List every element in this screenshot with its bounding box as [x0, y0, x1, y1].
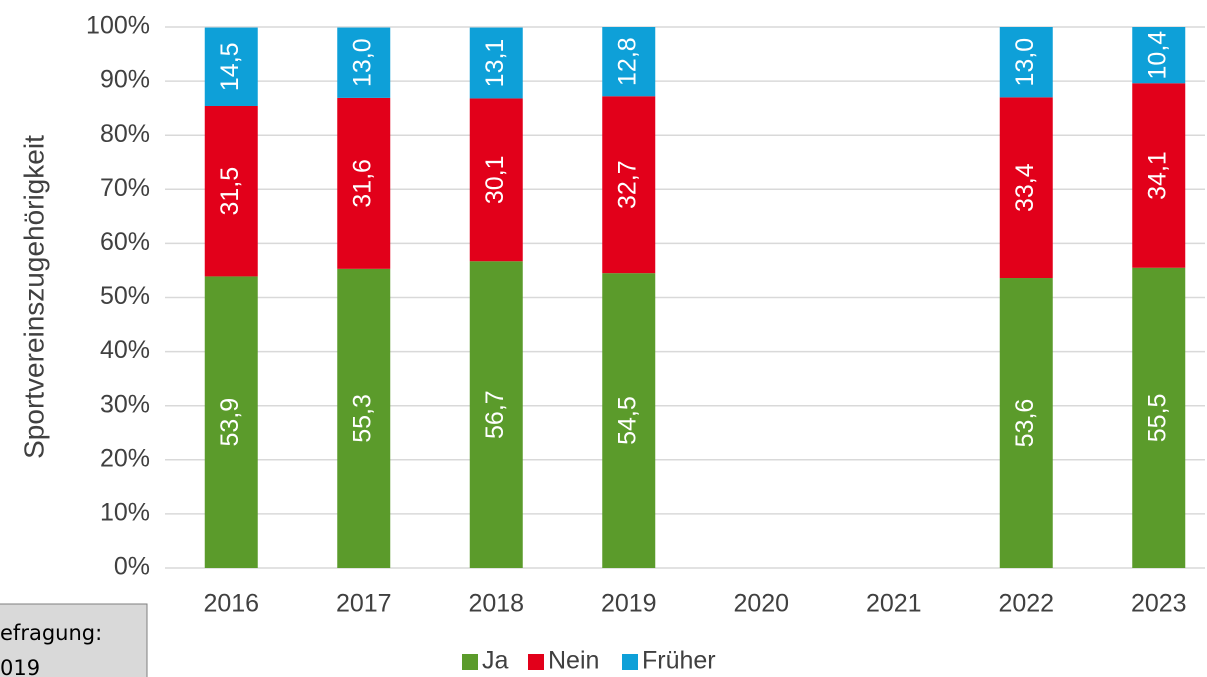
x-tick-label: 2021 — [866, 590, 922, 618]
bar-segment — [204, 105, 258, 277]
legend-swatch — [622, 654, 638, 670]
x-tick-label: 2020 — [733, 590, 789, 618]
bar-segment — [204, 27, 258, 106]
y-tick-label: 40% — [100, 336, 150, 364]
y-tick-label: 0% — [114, 553, 150, 581]
value-label: 31,6 — [348, 159, 376, 208]
bar-segment — [999, 278, 1053, 568]
annotation: efragung: — [0, 621, 102, 645]
y-tick-label: 70% — [100, 174, 150, 202]
value-label: 32,7 — [613, 160, 641, 209]
bar-segment — [999, 97, 1053, 279]
x-tick-label: 2022 — [998, 590, 1054, 618]
value-label: 53,9 — [216, 398, 244, 447]
bar-segment — [1132, 27, 1186, 84]
bar-segment — [337, 97, 391, 269]
legend-label: Ja — [482, 647, 509, 675]
annotation-box — [0, 603, 148, 677]
value-label: 55,5 — [1143, 394, 1171, 443]
value-label: 34,1 — [1143, 151, 1171, 200]
y-tick-label: 30% — [100, 390, 150, 418]
value-label: 56,7 — [481, 390, 509, 439]
annotation: 019 — [0, 656, 40, 677]
x-tick-label: 2017 — [336, 590, 392, 618]
value-label: 33,4 — [1011, 163, 1039, 212]
value-label: 55,3 — [348, 394, 376, 443]
y-tick-label: 20% — [100, 444, 150, 472]
y-tick-label: 50% — [100, 282, 150, 310]
bar-segment — [469, 261, 523, 568]
value-label: 53,6 — [1011, 399, 1039, 448]
bar-segment — [602, 27, 656, 97]
bar-segment — [337, 27, 391, 98]
bar-segment — [602, 96, 656, 274]
value-label: 10,4 — [1143, 31, 1171, 80]
y-tick-label: 10% — [100, 499, 150, 527]
bar-segment — [337, 268, 391, 568]
legend-label: Früher — [642, 647, 716, 675]
bar-segment — [999, 27, 1053, 98]
bar-segment — [1132, 267, 1186, 568]
value-label: 14,5 — [216, 42, 244, 91]
x-tick-label: 2019 — [601, 590, 657, 618]
x-tick-label: 2023 — [1131, 590, 1187, 618]
x-tick-label: 2018 — [468, 590, 524, 618]
y-tick-label: 90% — [100, 66, 150, 94]
x-tick-label: 2016 — [203, 590, 259, 618]
legend-label: Nein — [548, 647, 599, 675]
value-label: 12,8 — [613, 37, 641, 86]
bar-segment — [602, 273, 656, 568]
value-label: 13,0 — [1011, 38, 1039, 87]
y-axis-label: Sportvereinszugehörigkeit — [18, 135, 49, 459]
legend-swatch — [462, 654, 478, 670]
legend-swatch — [528, 654, 544, 670]
value-label: 13,1 — [481, 39, 509, 88]
value-label: 54,5 — [613, 396, 641, 445]
y-tick-label: 60% — [100, 228, 150, 256]
y-tick-label: 100% — [86, 12, 150, 40]
bar-segment — [469, 27, 523, 99]
bar-segment — [204, 276, 258, 568]
value-label: 13,0 — [348, 38, 376, 87]
value-label: 30,1 — [481, 155, 509, 204]
bar-segment — [1132, 83, 1186, 268]
y-tick-label: 80% — [100, 120, 150, 148]
bar-segment — [469, 98, 523, 262]
value-label: 31,5 — [216, 167, 244, 216]
